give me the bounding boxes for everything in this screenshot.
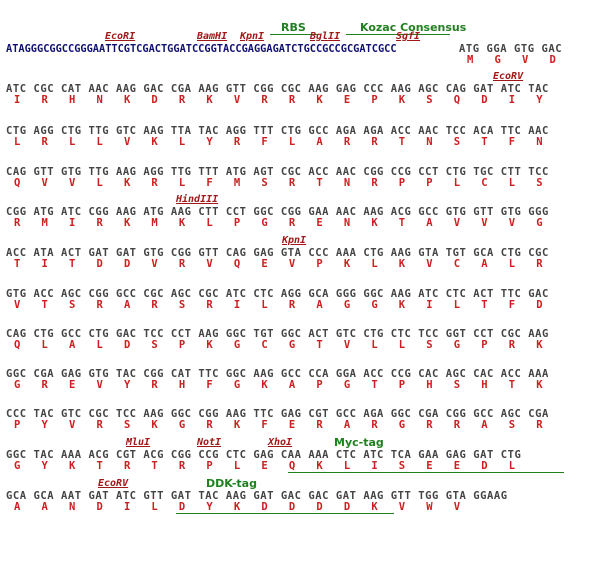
translation-row: P Y V R S K G R K F E R A R G R R A S R bbox=[14, 419, 544, 431]
feature-underline-ddk-tag bbox=[176, 513, 394, 514]
feature-underline-myc-tag bbox=[288, 472, 564, 473]
translation-start: M G V D bbox=[467, 54, 557, 66]
sequence-row: CTG AGG CTG TTG GTC AAG TTA TAC AGG TTT … bbox=[6, 125, 549, 137]
sequence-start: ATG GGA GTG GAC bbox=[459, 43, 563, 55]
sequence-row: GCA GCA AAT GAT ATC GTT GAT TAC AAG GAT … bbox=[6, 490, 508, 502]
translation-row: V T S R A R S R I L R A G G K I L T F D bbox=[14, 299, 544, 311]
site-sgfi: SgfI bbox=[396, 31, 421, 42]
translation-row: T I T D D V R V Q E V P K L K V C A L R bbox=[14, 258, 544, 270]
feature-underline-kozac bbox=[346, 34, 450, 35]
site-ecorv: EcoRV bbox=[493, 71, 524, 82]
feature-label-ddk-tag: DDK-tag bbox=[206, 477, 257, 490]
translation-row: Q L A L D S P K G C G T V L L S G P R K bbox=[14, 339, 544, 351]
site-hindiii: HindIII bbox=[176, 194, 219, 205]
site-xhoi: XhoI bbox=[268, 437, 293, 448]
site-ecorv-2: EcoRV bbox=[98, 478, 129, 489]
site-bamhi: BamHI bbox=[197, 31, 228, 42]
translation-row: Q V V L K R L F M S R T N R P P L C L S bbox=[14, 177, 544, 189]
sequence-row: CAG CTG GCC CTG GAC TCC CCT AAG GGC TGT … bbox=[6, 328, 549, 340]
translation-row: A A N D I L D Y K D D D D K V W V bbox=[14, 501, 461, 513]
site-bglii: BglII bbox=[310, 31, 341, 42]
sequence-row: ACC ATA ACT GAT GAT GTG CGG GTT CAG GAG … bbox=[6, 247, 549, 259]
site-ecori: EcoRI bbox=[105, 31, 136, 42]
site-noti: NotI bbox=[197, 437, 222, 448]
feature-underline-rbs bbox=[270, 34, 318, 35]
site-mlui: MluI bbox=[126, 437, 151, 448]
translation-row: G Y K T R T R P L E Q K L I S E E D L bbox=[14, 460, 516, 472]
sequence-row: GTG ACC AGC CGG GCC CGC AGC CGC ATC CTC … bbox=[6, 288, 549, 300]
sequence-5utr: ATAGGGCGGCCGGGAATTCGTCGACTGGATCCGGTACCGA… bbox=[6, 43, 397, 55]
sequence-row: GGC TAC AAA ACG CGT ACG CGG CCG CTC GAG … bbox=[6, 449, 522, 461]
sequence-row: CGG ATG ATC CGG AAG ATG AAG CTT CCT GGC … bbox=[6, 206, 549, 218]
feature-label-kozac: Kozac Consensus bbox=[360, 21, 467, 34]
translation-row: G R E V Y R H F G K A P G T P H S H T K bbox=[14, 379, 544, 391]
sequence-row: GGC CGA GAG GTG TAC CGG CAT TTC GGC AAG … bbox=[6, 368, 549, 380]
site-kpni: KpnI bbox=[240, 31, 265, 42]
site-kpni-2: KpnI bbox=[282, 235, 307, 246]
translation-row: I R H N K D R K V R R K E P K S Q D I Y bbox=[14, 94, 544, 106]
sequence-row: CAG GTT GTG TTG AAG AGG TTG TTT ATG AGT … bbox=[6, 166, 549, 178]
translation-row: R M I R K M K L P G R E N K T A V V V G bbox=[14, 217, 544, 229]
feature-label-rbs: RBS bbox=[281, 21, 306, 34]
sequence-row: CCC TAC GTC CGC TCC AAG GGC CGG AAG TTC … bbox=[6, 408, 549, 420]
translation-row: L R L L V K L Y R F L A R R T N S T F N bbox=[14, 136, 544, 148]
sequence-row: ATC CGC CAT AAC AAG GAC CGA AAG GTT CGG … bbox=[6, 83, 549, 95]
feature-label-myc-tag: Myc-tag bbox=[334, 436, 384, 449]
